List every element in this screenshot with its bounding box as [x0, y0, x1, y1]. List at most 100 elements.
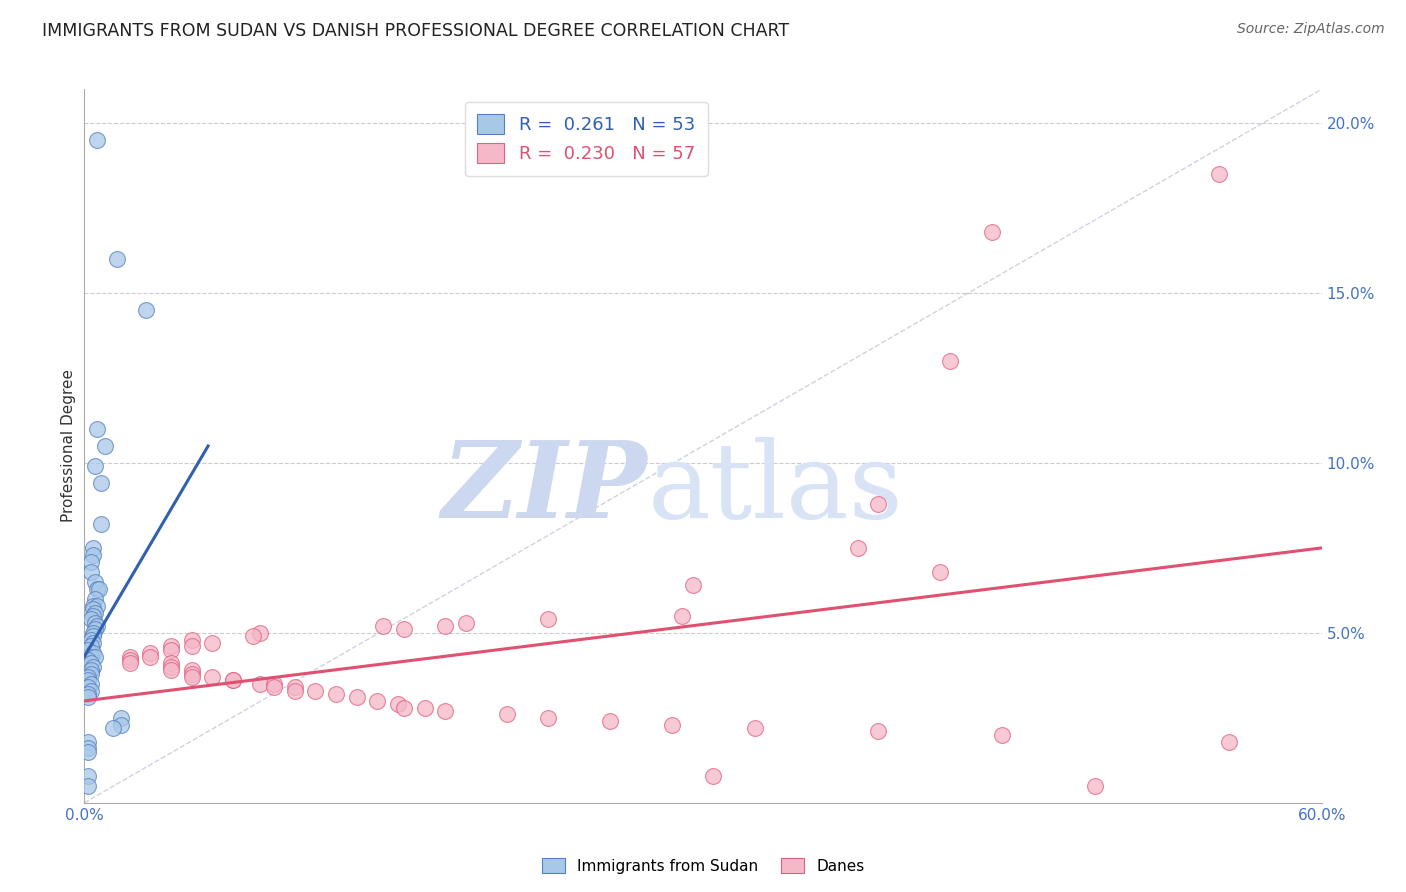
Point	[139, 646, 162, 660]
Point	[83, 459, 105, 474]
Point	[86, 619, 108, 633]
Point	[83, 649, 105, 664]
Point	[94, 439, 117, 453]
Text: Source: ZipAtlas.com: Source: ZipAtlas.com	[1237, 22, 1385, 37]
Point	[980, 225, 1002, 239]
Point	[434, 704, 457, 718]
Point	[1084, 779, 1107, 793]
Point	[599, 714, 621, 729]
Text: atlas: atlas	[647, 437, 903, 541]
Point	[846, 541, 869, 555]
Point	[118, 653, 141, 667]
Legend: Immigrants from Sudan, Danes: Immigrants from Sudan, Danes	[536, 852, 870, 880]
Point	[118, 649, 141, 664]
Point	[222, 673, 245, 688]
Point	[242, 629, 264, 643]
Point	[744, 721, 766, 735]
Point	[304, 683, 326, 698]
Point	[105, 252, 128, 266]
Point	[82, 636, 104, 650]
Point	[201, 670, 224, 684]
Point	[110, 717, 132, 731]
Point	[103, 721, 125, 735]
Point	[671, 608, 693, 623]
Point	[180, 666, 202, 681]
Point	[82, 629, 104, 643]
Point	[83, 591, 105, 606]
Point	[87, 582, 110, 596]
Point	[77, 670, 100, 684]
Point	[77, 653, 100, 667]
Point	[1208, 167, 1230, 181]
Point	[79, 677, 101, 691]
Point	[263, 680, 285, 694]
Point	[929, 565, 952, 579]
Point	[90, 476, 112, 491]
Point	[79, 663, 101, 677]
Point	[434, 619, 457, 633]
Point	[201, 636, 224, 650]
Point	[682, 578, 704, 592]
Point	[346, 690, 368, 705]
Point	[392, 700, 415, 714]
Point	[86, 582, 108, 596]
Point	[77, 769, 100, 783]
Point	[1218, 734, 1240, 748]
Point	[82, 660, 104, 674]
Point	[413, 700, 436, 714]
Point	[868, 724, 890, 739]
Point	[868, 497, 890, 511]
Point	[83, 615, 105, 630]
Point	[79, 555, 101, 569]
Point	[82, 646, 104, 660]
Point	[82, 548, 104, 562]
Point	[110, 711, 132, 725]
Point	[180, 640, 202, 654]
Point	[537, 711, 560, 725]
Point	[77, 690, 100, 705]
Point	[83, 623, 105, 637]
Legend: R =  0.261   N = 53, R =  0.230   N = 57: R = 0.261 N = 53, R = 0.230 N = 57	[464, 102, 707, 176]
Point	[77, 643, 100, 657]
Point	[77, 673, 100, 688]
Point	[180, 632, 202, 647]
Point	[82, 599, 104, 613]
Point	[83, 606, 105, 620]
Point	[86, 599, 108, 613]
Point	[82, 602, 104, 616]
Point	[118, 657, 141, 671]
Point	[222, 673, 245, 688]
Point	[79, 612, 101, 626]
Point	[387, 698, 409, 712]
Point	[77, 741, 100, 756]
Point	[139, 649, 162, 664]
Point	[263, 677, 285, 691]
Point	[537, 612, 560, 626]
Point	[83, 574, 105, 589]
Point	[77, 745, 100, 759]
Point	[79, 565, 101, 579]
Point	[79, 666, 101, 681]
Point	[77, 779, 100, 793]
Point	[79, 640, 101, 654]
Point	[82, 608, 104, 623]
Point	[284, 680, 307, 694]
Y-axis label: Professional Degree: Professional Degree	[60, 369, 76, 523]
Point	[991, 728, 1014, 742]
Point	[77, 680, 100, 694]
Point	[160, 657, 183, 671]
Point	[939, 354, 962, 368]
Point	[392, 623, 415, 637]
Point	[160, 643, 183, 657]
Point	[82, 541, 104, 555]
Point	[373, 619, 395, 633]
Point	[249, 677, 271, 691]
Point	[160, 660, 183, 674]
Point	[160, 640, 183, 654]
Point	[86, 422, 108, 436]
Point	[79, 632, 101, 647]
Point	[496, 707, 519, 722]
Point	[77, 687, 100, 701]
Point	[90, 517, 112, 532]
Point	[79, 683, 101, 698]
